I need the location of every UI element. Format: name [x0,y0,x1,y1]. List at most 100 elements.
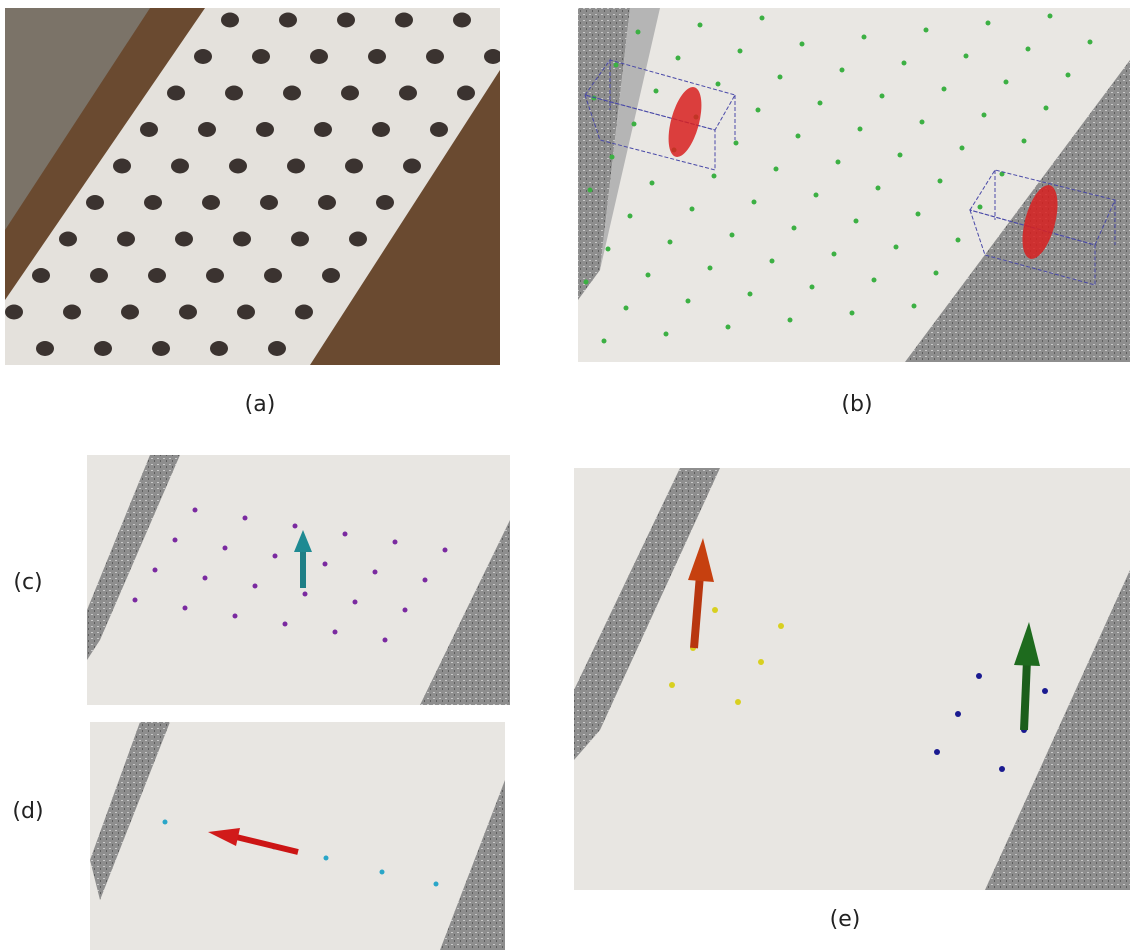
marker-dot [148,268,166,283]
target-dot [614,63,619,68]
target-dot [726,325,731,330]
panel-c-image [87,455,510,705]
target-dot [1044,106,1049,111]
marker-dot [403,159,421,174]
marker-dot [260,195,278,210]
target-dot [800,42,805,47]
marker-dot [484,49,502,64]
marker-dot [268,341,286,356]
panel-a-image [0,8,645,365]
marker-dot [32,268,50,283]
target-dot [676,56,681,61]
marker-dot [368,49,386,64]
target-dot [1042,688,1048,694]
target-dot [584,280,589,285]
target-dot [778,623,784,629]
target-dot [383,638,388,643]
marker-dot [310,49,328,64]
marker-dot [94,341,112,356]
marker-dot [152,341,170,356]
target-dot [650,181,655,186]
marker-dot [210,341,228,356]
target-dot [343,532,348,537]
marker-dot [225,86,243,101]
marker-dot [337,13,355,28]
panel-b-image [578,8,1130,362]
marker-dot [198,122,216,137]
target-dot [999,766,1005,772]
target-dot [1088,40,1093,45]
target-dot [758,659,764,665]
target-dot [818,101,823,106]
target-dot [840,68,845,73]
target-dot [1004,80,1009,85]
target-dot [738,49,743,54]
target-dot [770,259,775,264]
marker-dot [59,232,77,247]
marker-dot [542,49,560,64]
target-dot [443,548,448,553]
target-dot [690,207,695,212]
target-dot [664,332,669,337]
target-dot [796,134,801,139]
target-dot [986,21,991,26]
panel-label: (b) [841,392,872,417]
target-dot [243,516,248,521]
marker-dot [206,268,224,283]
marker-dot [202,195,220,210]
target-dot [624,306,629,311]
target-dot [434,882,439,887]
panel-label: (a) [245,392,276,417]
marker-dot [252,49,270,64]
marker-dot [117,232,135,247]
target-dot [964,54,969,59]
target-dot [393,540,398,545]
panel-label: (d) [12,799,43,824]
target-dot [712,607,718,613]
target-dot [978,205,983,210]
marker-dot [283,86,301,101]
target-dot [610,155,615,160]
marker-dot [430,122,448,137]
target-dot [982,113,987,118]
target-dot [774,167,779,172]
target-dot [668,240,673,245]
marker-dot [349,232,367,247]
target-dot [752,200,757,205]
marker-dot [426,49,444,64]
marker-dot [175,232,193,247]
marker-dot [237,305,255,320]
marker-dot [194,49,212,64]
marker-dot [113,159,131,174]
target-dot [760,16,765,21]
target-dot [193,508,198,513]
target-dot [203,576,208,581]
target-dot [778,75,783,80]
marker-dot [511,13,529,28]
marker-dot [179,305,197,320]
target-dot [333,630,338,635]
panel-e-image [574,468,1130,890]
target-dot [955,711,961,717]
target-dot [323,562,328,567]
target-dot [924,28,929,33]
marker-dot [167,86,185,101]
target-dot [373,570,378,575]
target-dot [836,160,841,165]
target-dot [353,600,358,605]
target-dot [880,94,885,99]
marker-dot [171,159,189,174]
target-dot [942,87,947,92]
target-dot [636,30,641,35]
target-dot [423,578,428,583]
marker-dot [287,159,305,174]
marker-dot [221,13,239,28]
marker-dot [399,86,417,101]
target-dot [153,568,158,573]
target-dot [602,339,607,344]
target-dot [894,245,899,250]
target-dot [283,622,288,627]
page: (a) (b) (c) (d) (e) (() => { const data … [0,0,1130,950]
target-dot [654,89,659,94]
target-dot [708,266,713,271]
